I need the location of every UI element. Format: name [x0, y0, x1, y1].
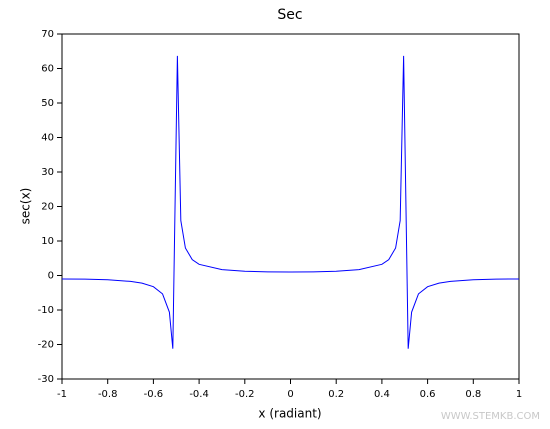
y-tick-label: -10	[38, 305, 54, 316]
y-tick-label: 20	[41, 202, 54, 213]
y-axis-title: sec(x)	[19, 188, 33, 225]
y-tick-label: 30	[41, 167, 54, 178]
x-tick-label: 0	[287, 389, 293, 400]
y-tick-label: 40	[41, 133, 54, 144]
x-tick-label: -0.6	[144, 389, 164, 400]
x-tick-label: -0.8	[98, 389, 118, 400]
x-tick-label: 0.2	[328, 389, 344, 400]
watermark: WWW.STEMKB.COM	[441, 411, 540, 422]
x-axis-title: x (radiant)	[258, 407, 321, 421]
x-tick-label: 0.4	[374, 389, 390, 400]
y-tick-label: 70	[41, 29, 54, 40]
x-tick-label: -0.4	[189, 389, 209, 400]
x-tick-label: 1	[516, 389, 522, 400]
y-tick-label: 0	[48, 271, 54, 282]
y-tick-label: -20	[38, 340, 54, 351]
chart-title: Sec	[277, 7, 302, 23]
plot-frame	[61, 33, 520, 380]
x-tick-label: 0.6	[420, 389, 436, 400]
x-tick-label: -1	[57, 389, 67, 400]
y-tick-label: 60	[41, 64, 54, 75]
line-series	[61, 55, 520, 349]
y-tick-label: -30	[38, 374, 54, 385]
y-tick-label: 10	[41, 236, 54, 247]
x-tick-label: -0.2	[235, 389, 255, 400]
y-tick-label: 50	[41, 98, 54, 109]
x-tick-label: 0.8	[465, 389, 481, 400]
